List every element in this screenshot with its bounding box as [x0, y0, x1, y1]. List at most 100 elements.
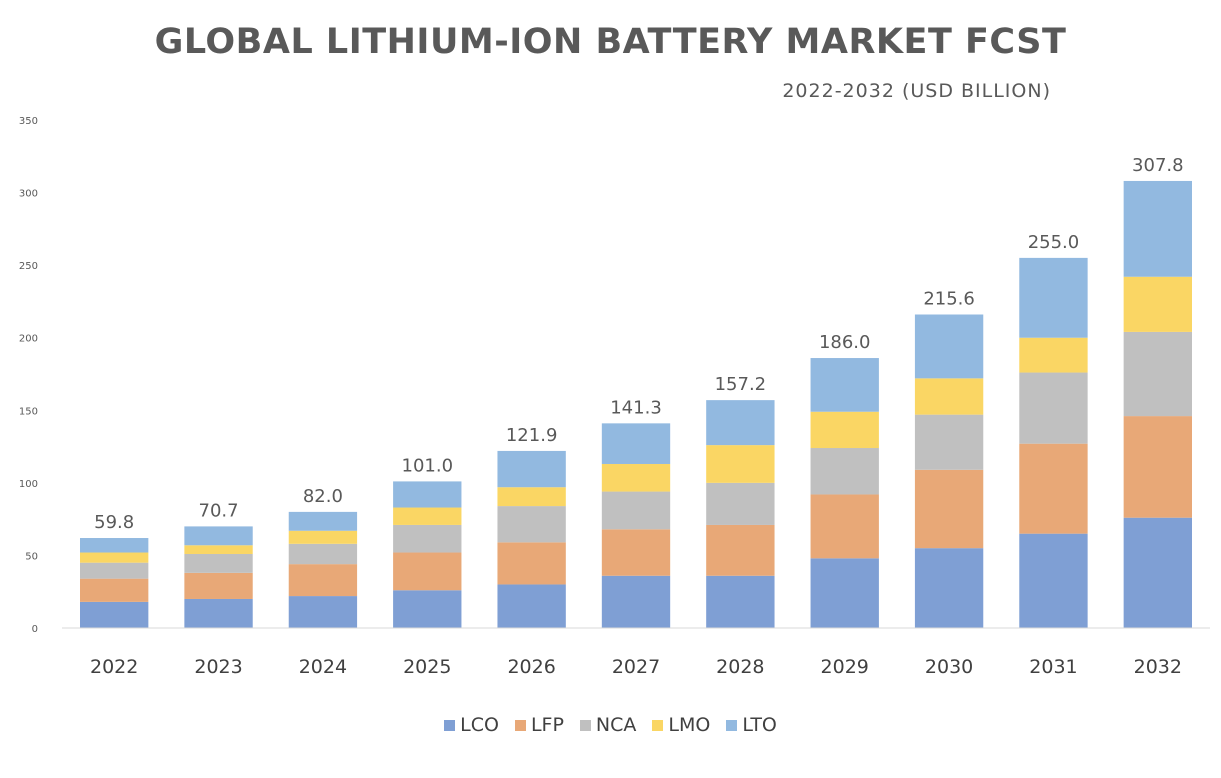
bar-segment-nca-2030 — [914, 414, 984, 470]
bar-segment-lfp-2023 — [184, 572, 253, 599]
bar-segment-lfp-2029 — [810, 494, 879, 559]
bar-segment-lto-2029 — [810, 358, 879, 412]
bar-segment-lco-2024 — [288, 596, 358, 628]
total-label-2025: 101.0 — [402, 455, 454, 476]
legend-label-lco: LCO — [460, 714, 499, 736]
legend-item-lco: LCO — [444, 714, 499, 736]
bar-segment-lto-2023 — [184, 526, 253, 546]
legend-label-lmo: LMO — [668, 714, 711, 736]
x-axis: 2022 2023 2024 2025 2026 2027 2028 2029 2030 2031… — [62, 627, 1210, 678]
bar-segment-lto-2028 — [706, 400, 775, 446]
bar-segment-lco-2025 — [393, 590, 462, 628]
bar-segment-lto-2030 — [914, 314, 984, 379]
bar-segment-lto-2031 — [1019, 257, 1088, 338]
bar-segment-lfp-2032 — [1123, 416, 1192, 518]
total-label-2030: 215.6 — [923, 288, 975, 309]
legend-label-lto: LTO — [742, 714, 777, 736]
bar-segment-lco-2027 — [601, 575, 671, 628]
legend-swatch-nca — [579, 719, 591, 731]
x-tick-label-2026: 2026 — [507, 656, 555, 678]
x-tick-label-2030: 2030 — [925, 656, 973, 678]
legend-swatch-lmo — [652, 719, 664, 731]
legend-swatch-lfp — [514, 719, 526, 731]
legend-label-lfp: LFP — [530, 714, 564, 736]
bar-segment-lco-2023 — [184, 598, 253, 628]
bar-segment-lto-2027 — [601, 423, 671, 464]
legend-item-lmo: LMO — [652, 714, 710, 736]
bar-segment-lco-2028 — [706, 575, 775, 628]
bar-segment-lmo-2025 — [393, 507, 462, 525]
x-tick-label-2028: 2028 — [716, 656, 764, 678]
y-tick-label: 350 — [19, 116, 38, 127]
bar-segment-lfp-2031 — [1019, 443, 1088, 534]
y-axis: 0 50 100 150 200 250 300 350 — [19, 116, 38, 635]
bar-segment-lco-2032 — [1123, 517, 1192, 628]
bar-segment-nca-2032 — [1123, 331, 1192, 417]
bar-segment-lmo-2022 — [80, 552, 149, 563]
bar-segment-lfp-2026 — [497, 542, 566, 585]
legend-item-lto: LTO — [726, 714, 777, 736]
bar-segment-lfp-2025 — [393, 552, 462, 591]
bar-segment-nca-2026 — [497, 506, 566, 543]
bar-segment-lco-2030 — [914, 548, 984, 628]
bar-segment-lmo-2030 — [914, 378, 984, 415]
x-tick-label-2031: 2031 — [1029, 656, 1077, 678]
legend-label-nca: NCA — [595, 714, 637, 736]
bar-segment-lmo-2024 — [288, 530, 358, 544]
x-tick-label-2025: 2025 — [403, 656, 451, 678]
bar-segment-lco-2029 — [810, 558, 879, 628]
x-tick-label-2022: 2022 — [90, 656, 138, 678]
total-label-2027: 141.3 — [610, 397, 662, 418]
total-label-2024: 82.0 — [303, 486, 343, 507]
y-tick-label: 150 — [19, 406, 38, 417]
bar-segment-lmo-2032 — [1123, 276, 1192, 332]
bar-segment-lto-2025 — [393, 481, 462, 508]
y-tick-label: 200 — [19, 334, 38, 345]
bar-segment-nca-2022 — [80, 562, 149, 579]
bar-segment-nca-2023 — [184, 553, 253, 573]
total-label-2031: 255.0 — [1028, 232, 1080, 253]
bar-segment-nca-2024 — [288, 543, 358, 565]
x-tick-label-2027: 2027 — [612, 656, 660, 678]
total-label-2022: 59.8 — [94, 512, 134, 533]
y-tick-label: 100 — [19, 479, 38, 490]
bar-segment-lfp-2030 — [914, 469, 984, 549]
total-label-2026: 121.9 — [506, 425, 558, 446]
legend-swatch-lco — [444, 719, 456, 731]
bar-segment-lmo-2026 — [497, 487, 566, 507]
bar-segment-lmo-2031 — [1019, 337, 1088, 373]
legend: LCO LFP NCA LMO LTO — [0, 714, 1221, 736]
total-label-2028: 157.2 — [715, 374, 767, 395]
bar-segment-lfp-2028 — [706, 524, 775, 576]
bar-segment-lmo-2027 — [601, 463, 671, 492]
chart-plot: 0 50 100 150 200 250 300 350 59.8 70.7 82.0 101.0 1… — [19, 116, 1210, 678]
bar-segment-lfp-2024 — [288, 564, 358, 597]
bar-stacks — [80, 180, 1192, 628]
legend-item-nca: NCA — [579, 714, 637, 736]
total-label-2032: 307.8 — [1132, 155, 1184, 176]
bar-segment-lto-2026 — [497, 450, 566, 488]
total-labels: 59.8 70.7 82.0 101.0 121.9 141.3 157.2 186.0 215… — [94, 155, 1183, 533]
total-label-2029: 186.0 — [819, 332, 871, 353]
legend-swatch-lto — [726, 719, 738, 731]
legend-item-lfp: LFP — [514, 714, 564, 736]
bar-segment-lmo-2023 — [184, 545, 253, 554]
y-tick-label: 0 — [32, 624, 38, 635]
total-label-2023: 70.7 — [199, 500, 239, 521]
bar-segment-lco-2022 — [80, 601, 149, 628]
bar-segment-lto-2032 — [1123, 180, 1192, 277]
bar-segment-nca-2031 — [1019, 372, 1088, 444]
x-tick-label-2024: 2024 — [299, 656, 347, 678]
bar-segment-lfp-2027 — [601, 529, 671, 576]
x-tick-label-2032: 2032 — [1134, 656, 1182, 678]
bar-segment-lco-2026 — [497, 584, 566, 628]
bar-segment-lmo-2028 — [706, 445, 775, 483]
bar-segment-nca-2025 — [393, 524, 462, 553]
bar-segment-nca-2029 — [810, 448, 879, 495]
bar-segment-lto-2024 — [288, 511, 358, 531]
x-tick-label-2023: 2023 — [194, 656, 242, 678]
chart-title: GLOBAL LITHIUM-ION BATTERY MARKET FCST — [154, 22, 1067, 62]
chart-subtitle: 2022-2032 (USD BILLION) — [782, 80, 1051, 102]
y-tick-label: 250 — [19, 261, 38, 272]
x-tick-label-2029: 2029 — [821, 656, 869, 678]
